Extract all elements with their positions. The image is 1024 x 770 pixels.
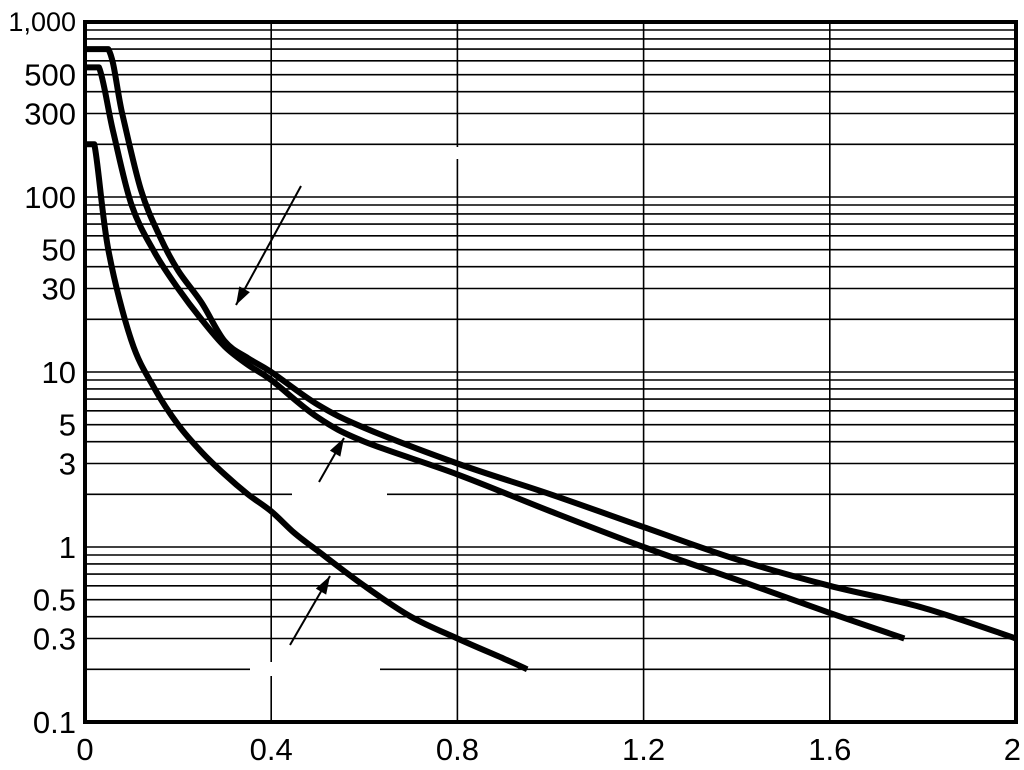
y-tick-labels: 1,000 500 300 100 50 30 10 5 3 1 0.5 0.3 0.1 [8,7,76,740]
y-tick-label: 1 [59,530,76,565]
x-tick-label: 1.6 [808,732,851,767]
curve-series-2 [85,64,906,642]
plot-frame [83,20,1018,724]
x-tick-label: 0.8 [436,732,479,767]
x-tick-label: 1.2 [622,732,665,767]
x-tick-label: 2 [1004,732,1021,767]
y-tick-label: 0.1 [33,705,76,740]
x-tick-labels: 0 0.4 0.8 1.2 1.6 2 [76,732,1021,767]
grid-gap [440,147,480,159]
curve-series-3 [85,141,529,673]
y-tick-label: 10 [42,355,76,390]
y-tick-label: 30 [42,272,76,307]
y-tick-label: 500 [24,58,76,93]
curve-series-1 [85,46,1017,642]
annotation-arrow-head [329,438,344,457]
y-tick-label: 50 [42,233,76,268]
annotation-arrow-head [236,286,250,305]
x-tick-label: 0 [76,732,93,767]
annotation-arrows [235,185,345,646]
y-tick-label: 0.3 [33,622,76,657]
grid-gap [292,487,387,501]
y-tick-label: 3 [59,447,76,482]
y-tick-label: 300 [24,97,76,132]
annotation-arrow-line [235,185,302,306]
curves [85,46,1017,673]
x-tick-label: 0.4 [250,732,293,767]
annotation-arrow-head [315,576,330,595]
y-tick-label: 5 [59,408,76,443]
y-tick-label: 100 [24,180,76,215]
y-tick-label: 0.5 [33,583,76,618]
y-tick-label: 1,000 [8,7,76,37]
grid-gap [250,662,380,676]
